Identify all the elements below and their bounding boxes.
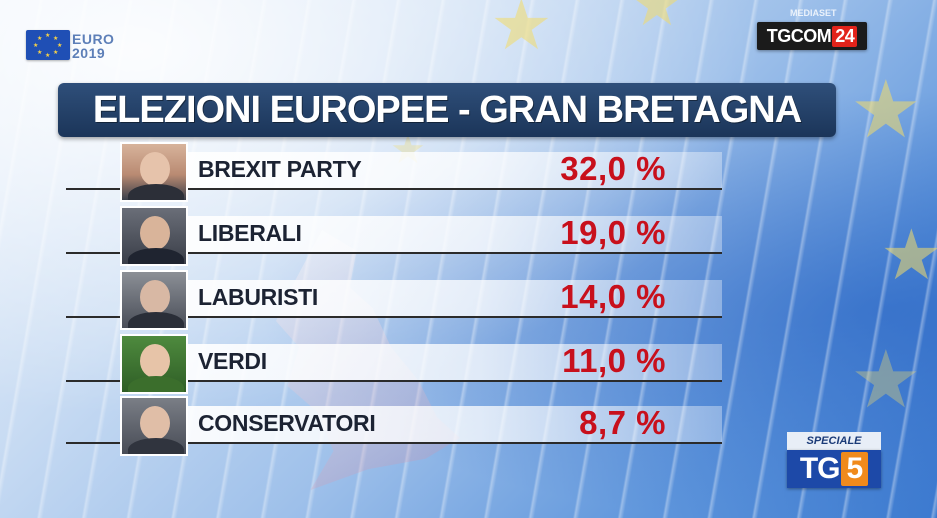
- result-row: VERDI 11,0 %: [66, 334, 722, 394]
- tg5-speciale-logo: SPECIALE TG 5: [787, 432, 881, 488]
- party-leader-photo: [120, 206, 188, 266]
- party-leader-photo: [120, 270, 188, 330]
- result-row: LIBERALI 19,0 %: [66, 206, 722, 266]
- title-bar: ELEZIONI EUROPEE - GRAN BRETAGNA: [58, 83, 836, 137]
- party-percent: 11,0 %: [562, 342, 666, 379]
- star-decoration: ★: [490, 0, 553, 64]
- row-divider: [66, 188, 722, 190]
- result-row: LABURISTI 14,0 %: [66, 270, 722, 330]
- star-decoration: ★: [880, 216, 937, 294]
- tg5-text: TG: [799, 452, 841, 485]
- party-leader-photo: [120, 142, 188, 202]
- row-band: [120, 406, 722, 442]
- party-percent: 14,0 %: [560, 278, 666, 315]
- row-band: [120, 280, 722, 316]
- tg5-number: 5: [841, 452, 869, 486]
- party-name: LABURISTI: [198, 284, 318, 310]
- tgcom-number: 24: [832, 25, 858, 47]
- party-name: VERDI: [198, 348, 267, 374]
- euro-label: EURO: [72, 31, 115, 47]
- tg5-mark: TG 5: [787, 450, 881, 488]
- speciale-label: SPECIALE: [787, 432, 881, 450]
- row-band: [120, 344, 722, 380]
- row-divider: [66, 252, 722, 254]
- year-label: 2019: [72, 45, 106, 61]
- star-decoration: ★: [850, 335, 922, 424]
- row-band: [120, 216, 722, 252]
- row-divider: [66, 316, 722, 318]
- party-percent: 32,0 %: [560, 150, 666, 187]
- euro-2019-text: EURO 2019: [72, 32, 114, 60]
- row-divider: [66, 442, 722, 444]
- party-name: LIBERALI: [198, 220, 302, 246]
- party-leader-photo: [120, 334, 188, 394]
- result-row: CONSERVATORI 8,7 %: [66, 396, 722, 456]
- result-row: BREXIT PARTY 32,0 %: [66, 142, 722, 202]
- star-decoration: ★: [850, 65, 922, 154]
- tgcom24-logo: TGCOM 24: [757, 22, 867, 50]
- party-name: CONSERVATORI: [198, 410, 376, 436]
- row-band: [120, 152, 722, 188]
- tgcom-text: TGCOM: [766, 25, 832, 46]
- party-percent: 19,0 %: [560, 214, 666, 251]
- eu-flag-icon: ★ ★ ★ ★ ★ ★ ★ ★: [26, 30, 70, 60]
- party-percent: 8,7 %: [579, 404, 666, 441]
- page-title: ELEZIONI EUROPEE - GRAN BRETAGNA: [92, 88, 802, 131]
- star-decoration: ★: [630, 0, 684, 38]
- row-divider: [66, 380, 722, 382]
- mediaset-label: MEDIASET: [790, 8, 837, 18]
- euro-2019-logo: ★ ★ ★ ★ ★ ★ ★ ★ EURO 2019: [22, 12, 132, 72]
- party-leader-photo: [120, 396, 188, 456]
- party-name: BREXIT PARTY: [198, 156, 362, 182]
